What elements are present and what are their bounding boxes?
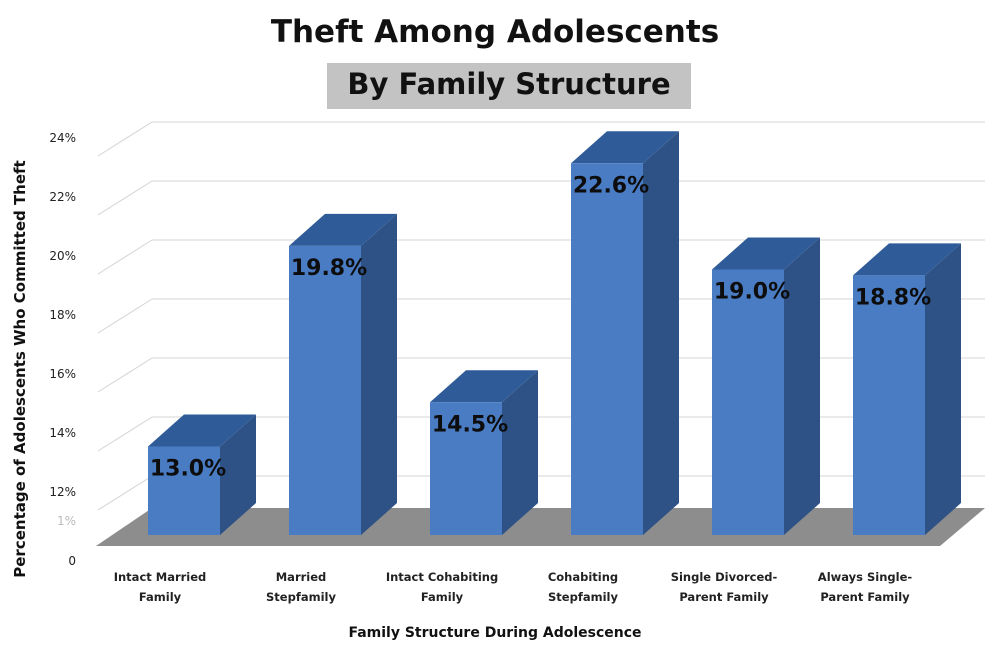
gridline-depth xyxy=(97,239,153,275)
y-tick-label: 14% xyxy=(49,426,76,440)
bar-top xyxy=(571,131,679,164)
bar-side xyxy=(925,243,961,535)
bar-side xyxy=(502,370,538,535)
bar xyxy=(148,446,220,535)
y-tick-label: 20% xyxy=(49,249,76,263)
y-tick-label: 1% xyxy=(57,514,76,528)
bar-top xyxy=(853,243,961,276)
bar xyxy=(853,275,925,535)
bar-side xyxy=(784,237,820,535)
data-label: 19.0% xyxy=(714,280,790,305)
y-tick-label: 16% xyxy=(49,367,76,381)
x-tick-label: Intact Married xyxy=(114,570,207,584)
chart-subtitle: By Family Structure xyxy=(347,67,671,101)
gridline-depth xyxy=(97,357,153,393)
gridline-depth xyxy=(97,121,153,157)
bar-top xyxy=(289,213,397,246)
data-label: 14.5% xyxy=(432,412,508,437)
subtitle-background xyxy=(327,63,691,109)
data-label: 19.8% xyxy=(291,256,367,281)
gridline-depth xyxy=(97,416,153,452)
y-tick-label: 18% xyxy=(49,308,76,322)
y-tick-label: 24% xyxy=(49,131,76,145)
bar-side xyxy=(361,213,397,535)
bar xyxy=(571,163,643,536)
bar-side xyxy=(643,131,679,536)
data-label: 22.6% xyxy=(573,173,649,198)
y-tick-label: 12% xyxy=(49,485,76,499)
x-tick-label: Stepfamily xyxy=(548,590,618,604)
bar xyxy=(289,245,361,535)
data-label: 18.8% xyxy=(855,285,931,310)
x-tick-label: Cohabiting xyxy=(548,570,618,584)
bar-top xyxy=(712,237,820,270)
bar xyxy=(430,402,502,535)
x-tick-label: Parent Family xyxy=(679,590,769,604)
gridline-depth xyxy=(97,180,153,216)
x-tick-label: Single Divorced- xyxy=(671,570,778,584)
x-axis-label: Family Structure During Adolescence xyxy=(348,625,642,641)
data-label: 13.0% xyxy=(150,457,226,482)
x-tick-label: Parent Family xyxy=(820,590,910,604)
bar xyxy=(712,269,784,535)
y-tick-label: 22% xyxy=(49,190,76,204)
gridline-depth xyxy=(97,298,153,334)
x-tick-label: Always Single- xyxy=(818,570,913,584)
y-tick-label: 0 xyxy=(68,554,76,568)
bar-side xyxy=(220,414,256,535)
chart-title: Theft Among Adolescents xyxy=(270,14,720,50)
bar-top xyxy=(430,370,538,403)
bar-top xyxy=(148,414,256,447)
x-tick-label: Married xyxy=(276,570,327,584)
x-tick-label: Stepfamily xyxy=(266,590,336,604)
x-tick-label: Family xyxy=(421,590,464,604)
x-tick-label: Family xyxy=(139,590,182,604)
x-tick-label: Intact Cohabiting xyxy=(386,570,498,584)
gridline-depth xyxy=(97,475,153,511)
